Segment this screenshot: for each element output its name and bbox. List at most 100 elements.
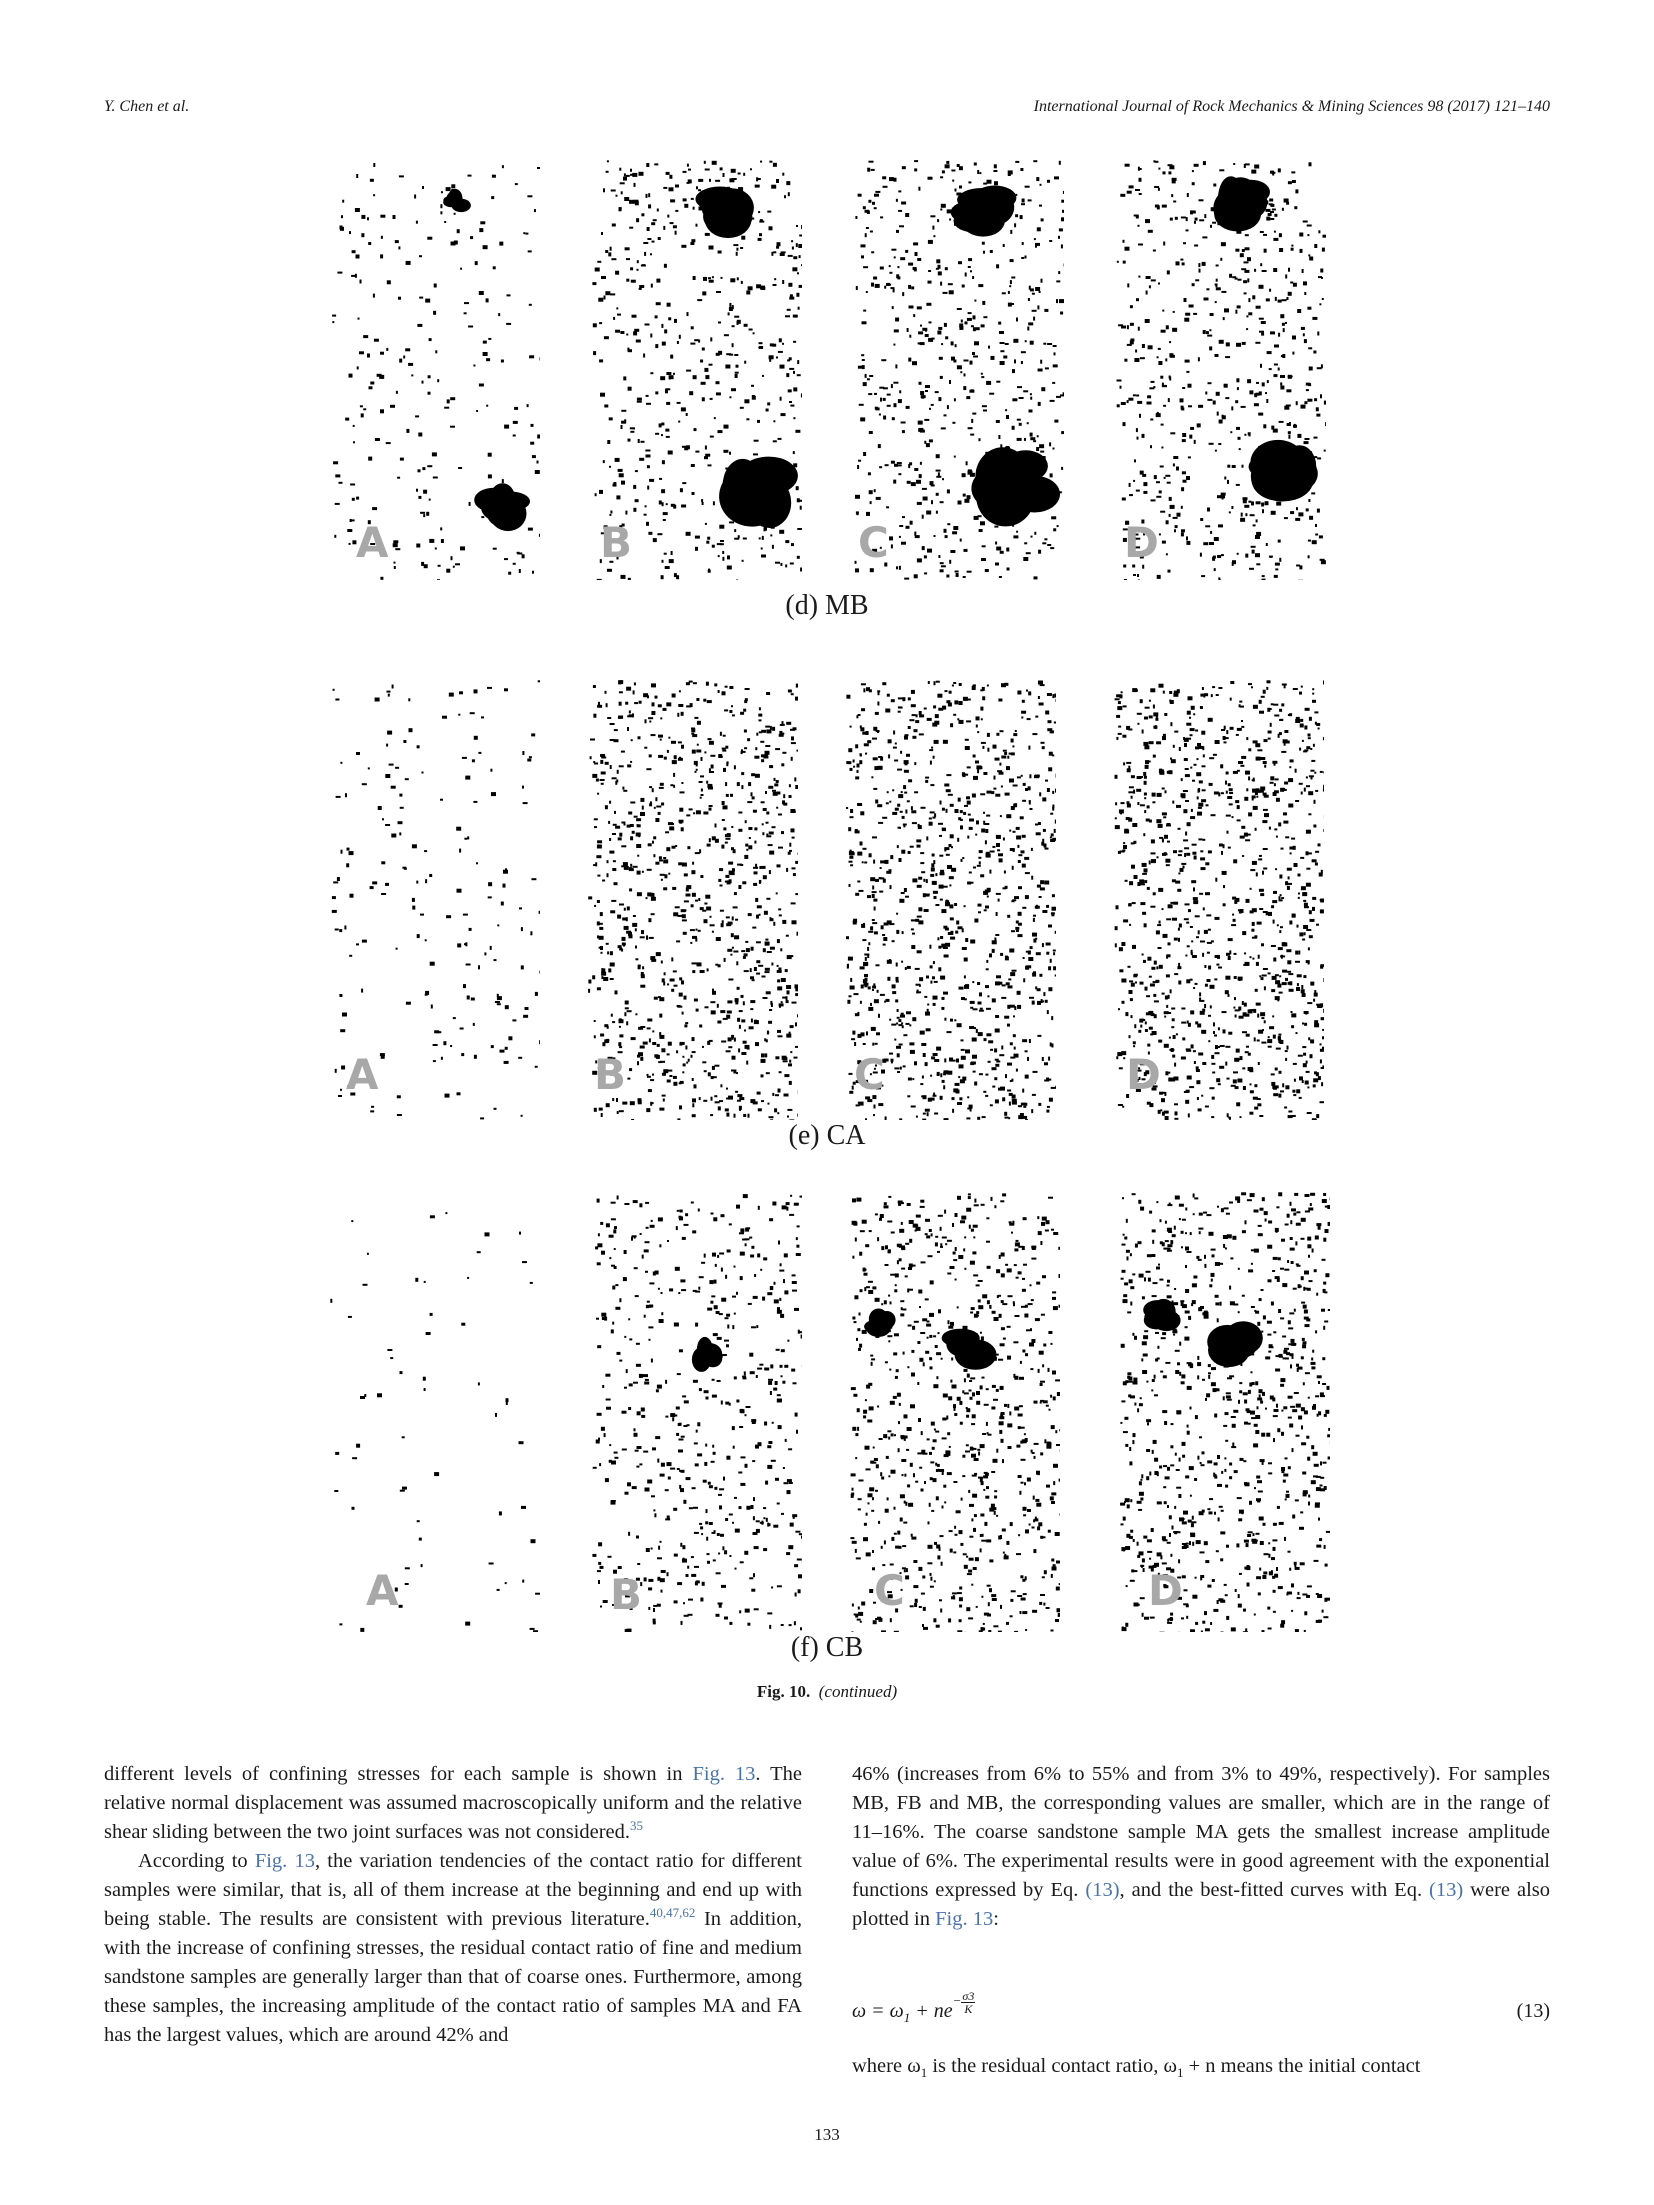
- contact-pixel: [1150, 418, 1154, 421]
- contact-pixel: [748, 1026, 754, 1030]
- contact-pixel: [1024, 1074, 1029, 1079]
- contact-pixel: [786, 990, 790, 995]
- contact-pixel: [537, 680, 540, 683]
- contact-pixel: [698, 781, 703, 783]
- contact-pixel: [593, 818, 598, 821]
- contact-pixel: [1165, 864, 1170, 867]
- contact-pixel: [1144, 551, 1147, 554]
- contact-pixel: [710, 337, 713, 342]
- contact-pixel: [348, 373, 353, 378]
- contact-pixel: [1303, 925, 1309, 929]
- contact-pixel: [1181, 529, 1185, 533]
- contact-pixel: [705, 453, 711, 457]
- contact-pixel: [915, 983, 921, 986]
- contact-pixel: [1289, 846, 1294, 850]
- contact-pixel: [531, 733, 536, 737]
- contact-pixel: [764, 1038, 767, 1042]
- contact-pixel: [598, 1107, 603, 1111]
- contact-pixel: [912, 735, 917, 739]
- contact-pixel: [1213, 1022, 1215, 1027]
- contact-pixel: [941, 1079, 945, 1083]
- contact-pixel: [1052, 694, 1055, 699]
- contact-pixel: [606, 1038, 610, 1043]
- contact-pixel: [854, 560, 857, 564]
- contact-pixel: [1261, 382, 1265, 387]
- contact-pixel: [349, 893, 354, 898]
- contact-pixel: [784, 969, 788, 973]
- contact-pixel: [1124, 246, 1130, 251]
- contact-pixel: [801, 264, 802, 267]
- contact-pixel: [1183, 758, 1188, 761]
- contact-pixel: [924, 1062, 928, 1067]
- contact-pixel: [1162, 309, 1165, 312]
- contact-pixel: [1137, 882, 1141, 886]
- contact-pixel: [1187, 696, 1193, 701]
- contact-pixel: [1180, 532, 1184, 537]
- contact-pixel: [638, 171, 644, 176]
- contact-pixel: [930, 867, 935, 872]
- contact-pixel: [419, 255, 422, 258]
- contact-pixel: [592, 282, 597, 286]
- contact-pixel: [862, 1043, 866, 1045]
- contact-pixel: [500, 359, 504, 363]
- contact-pixel: [938, 555, 941, 558]
- contact-pixel: [1166, 918, 1172, 921]
- contact-pixel: [751, 384, 754, 387]
- contact-pixel: [1044, 367, 1049, 370]
- contact-pixel: [959, 1097, 963, 1101]
- contact-pixel: [665, 831, 670, 834]
- contact-pixel: [630, 863, 633, 867]
- contact-pixel: [1273, 703, 1279, 706]
- contact-pixel: [1276, 924, 1279, 927]
- contact-pixel: [1261, 502, 1265, 507]
- contact-pixel: [619, 167, 622, 171]
- contact-pixel: [924, 440, 927, 444]
- contact-pixel: [605, 1103, 610, 1108]
- contact-pixel: [1215, 877, 1218, 882]
- contact-pixel: [1161, 1111, 1165, 1116]
- contact-pixel: [1039, 973, 1043, 977]
- contact-pixel: [411, 897, 415, 902]
- contact-pixel: [1183, 242, 1186, 245]
- contact-pixel: [602, 1042, 606, 1047]
- contact-pixel: [1146, 886, 1150, 890]
- contact-pixel: [1138, 177, 1142, 182]
- contact-pixel: [887, 739, 892, 744]
- contact-pixel: [873, 1114, 875, 1117]
- contact-pixel: [1247, 278, 1250, 283]
- contact-pixel: [930, 784, 935, 787]
- contact-pixel: [949, 218, 952, 221]
- contact-pixel: [1040, 880, 1045, 885]
- contact-pixel: [782, 919, 787, 924]
- contact-pixel: [1315, 407, 1319, 412]
- contact-pixel: [1297, 1054, 1303, 1057]
- contact-pixel: [652, 219, 657, 222]
- contact-pixel: [1145, 219, 1150, 224]
- contact-pixel: [1229, 273, 1233, 278]
- contact-pixel: [720, 276, 723, 279]
- contact-pixel: [1001, 996, 1007, 999]
- contact-pixel: [500, 901, 504, 906]
- contact-pixel: [1239, 909, 1244, 913]
- contact-pixel: [1261, 575, 1265, 578]
- contact-pixel: [722, 556, 725, 561]
- contact-pixel: [1123, 1057, 1126, 1060]
- contact-pixel: [710, 1001, 716, 1004]
- contact-pixel: [862, 847, 867, 850]
- contact-pixel: [898, 1043, 903, 1046]
- contact-pixel: [869, 230, 873, 233]
- contact-pixel: [1167, 994, 1170, 999]
- contact-pixel: [661, 502, 664, 507]
- contact-pixel: [998, 698, 1003, 702]
- contact-pixel: [937, 472, 940, 477]
- contact-pixel: [776, 969, 782, 973]
- contact-pixel: [763, 910, 768, 915]
- contact-pixel: [646, 1073, 649, 1076]
- contact-pixel: [730, 168, 736, 173]
- contact-pixel: [1144, 745, 1150, 750]
- contact-pixel: [644, 505, 647, 508]
- contact-pixel: [872, 737, 877, 740]
- contact-pixel: [864, 1080, 869, 1084]
- contact-pixel: [1269, 708, 1272, 710]
- contact-pixel: [640, 1056, 644, 1061]
